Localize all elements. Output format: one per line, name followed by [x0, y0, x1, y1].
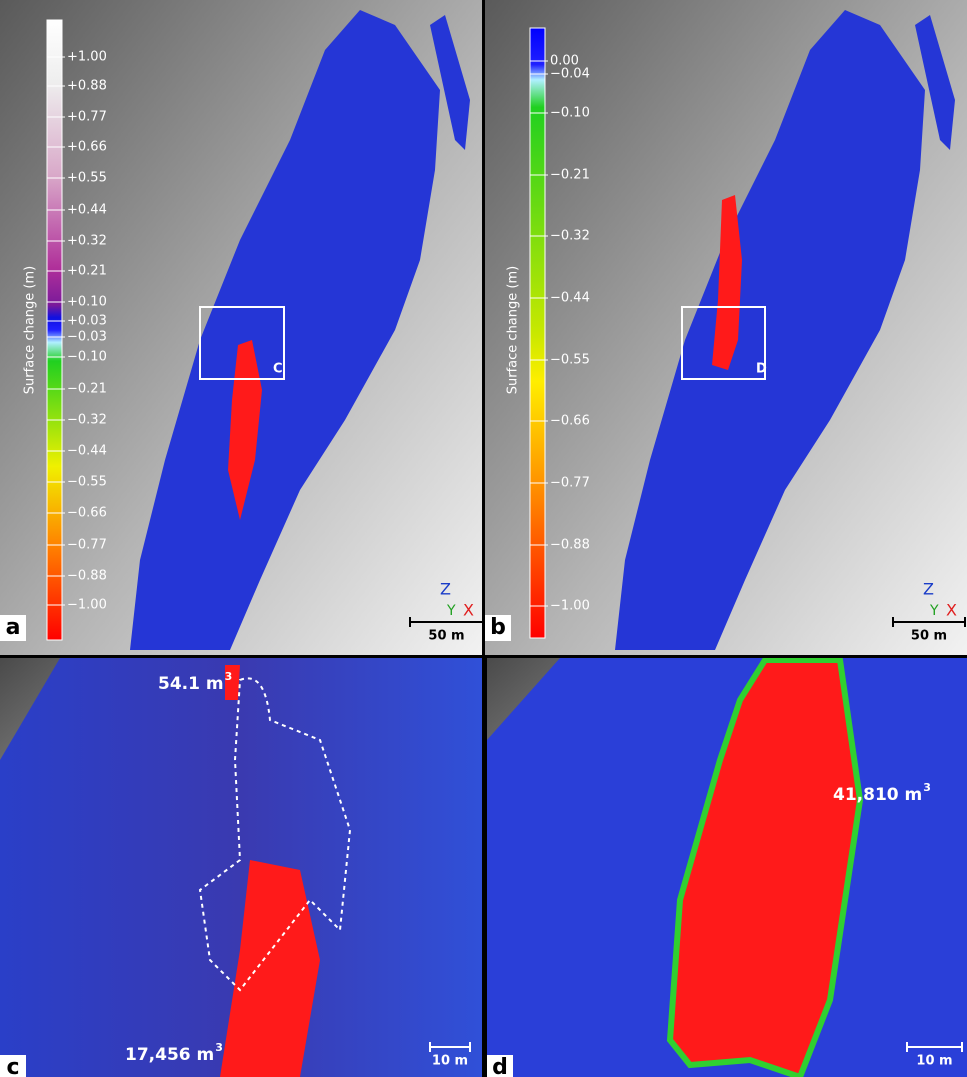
- tick-label: +0.10: [67, 295, 107, 310]
- tick-label: −0.88: [67, 569, 107, 584]
- colorbar-title: Surface change (m): [506, 266, 521, 394]
- tick-label: −0.88: [550, 538, 590, 553]
- panel-label: d: [492, 1055, 508, 1077]
- tick-label: −0.32: [550, 229, 590, 244]
- tick-label: −0.04: [550, 67, 590, 82]
- tick-label: −1.00: [67, 598, 107, 613]
- panel-label-bg: [0, 1055, 26, 1077]
- tick-label: +1.00: [67, 50, 107, 65]
- tick-label: −0.21: [550, 168, 590, 183]
- tick-label: −0.77: [550, 476, 590, 491]
- panel-label-bg: [0, 615, 26, 641]
- box-label: C: [273, 362, 283, 377]
- tick-label: +0.77: [67, 110, 107, 125]
- tick-label: −0.44: [550, 291, 590, 306]
- tick-label: −0.66: [550, 414, 590, 429]
- scale-label: 50 m: [911, 629, 947, 644]
- axis-y: Y: [446, 603, 456, 619]
- change-patch: [666, 657, 864, 1077]
- tick-label: +0.44: [67, 203, 107, 218]
- annotation-sup: 3: [923, 781, 931, 794]
- change-patch: [220, 860, 320, 1077]
- axis-y: Y: [929, 603, 939, 619]
- tick-label: −0.03: [67, 330, 107, 345]
- annotation: 41,810 m: [833, 785, 922, 805]
- tick-label: +0.55: [67, 171, 107, 186]
- change-patch: [228, 195, 742, 520]
- tick-label: +0.21: [67, 264, 107, 279]
- annotation: 54.1 m: [158, 674, 224, 694]
- tick-label: −0.77: [67, 538, 107, 553]
- scale-label: 50 m: [428, 629, 464, 644]
- tick-label: +0.88: [67, 79, 107, 94]
- point-cloud: [0, 658, 482, 1077]
- axis-x: X: [463, 601, 474, 620]
- tick-label: +0.32: [67, 234, 107, 249]
- box-label: D: [756, 362, 767, 377]
- scale-label: 10 m: [432, 1054, 468, 1069]
- tick-label: −0.21: [67, 382, 107, 397]
- tick-label: −0.44: [67, 444, 107, 459]
- tick-label: −0.10: [67, 350, 107, 365]
- tick-label: −0.32: [67, 413, 107, 428]
- tick-label: +0.03: [67, 314, 107, 329]
- change-patch: [225, 665, 240, 700]
- panel-label: b: [490, 615, 506, 640]
- axis-z: Z: [923, 580, 934, 599]
- tick-label: −0.55: [67, 475, 107, 490]
- axis-x: X: [946, 601, 957, 620]
- zoom-box: [199, 306, 285, 380]
- annotation: 17,456 m: [125, 1045, 214, 1065]
- colorbar: [529, 27, 546, 639]
- tick-label: +0.66: [67, 140, 107, 155]
- panel-label: a: [6, 615, 21, 640]
- panel-label-bg: [487, 1055, 513, 1077]
- tick-label: −1.00: [550, 599, 590, 614]
- zoom-box: [681, 306, 766, 380]
- axis-z: Z: [440, 580, 451, 599]
- colorbar-title: Surface change (m): [23, 266, 38, 394]
- colorbar: [46, 19, 63, 641]
- annotation-sup: 3: [225, 670, 233, 683]
- panel-label-bg: [485, 615, 511, 641]
- outline: [198, 677, 352, 992]
- tick-label: −0.55: [550, 353, 590, 368]
- panel-label: c: [6, 1055, 19, 1077]
- tick-label: 0.00: [550, 54, 579, 69]
- tick-label: −0.66: [67, 506, 107, 521]
- scale-label: 10 m: [916, 1054, 952, 1069]
- tick-label: −0.10: [550, 106, 590, 121]
- annotation-sup: 3: [215, 1041, 223, 1054]
